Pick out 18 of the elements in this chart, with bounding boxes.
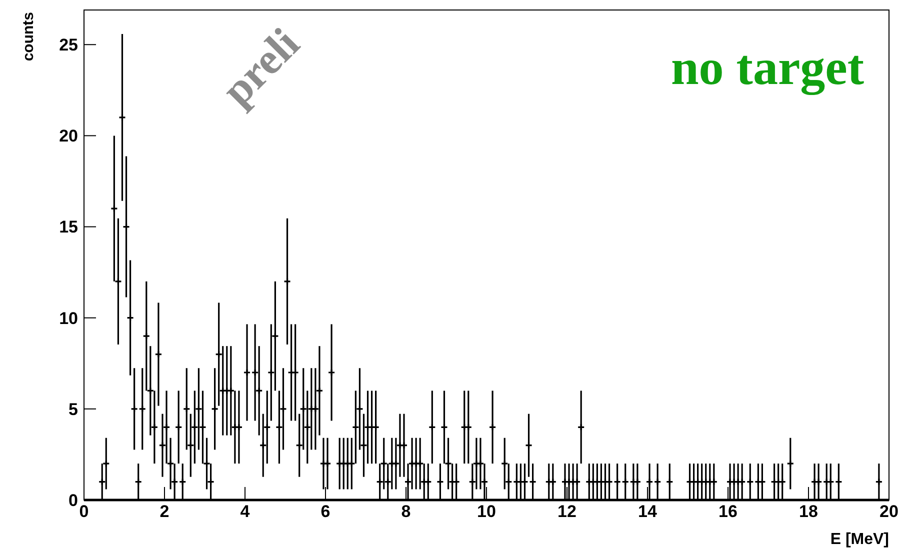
- y-tick-label: 20: [59, 126, 78, 146]
- x-tick-label: 2: [160, 502, 170, 521]
- y-tick-label: 25: [59, 36, 78, 55]
- y-tick-label: 15: [59, 218, 78, 237]
- x-tick-label: 6: [320, 502, 330, 521]
- y-tick-label: 5: [68, 400, 78, 419]
- x-tick-label: 18: [799, 502, 818, 521]
- x-tick-label: 8: [401, 502, 411, 521]
- x-tick-label: 10: [477, 502, 496, 521]
- x-tick-label: 12: [558, 502, 576, 521]
- x-tick-label: 14: [638, 502, 658, 521]
- x-axis-title: E [MeV]: [830, 531, 889, 548]
- y-tick-label: 10: [59, 308, 78, 328]
- x-tick-label: 20: [880, 502, 898, 521]
- annotation: no target: [671, 39, 864, 96]
- x-tick-label: 4: [240, 502, 250, 521]
- x-tick-label: 16: [718, 502, 738, 521]
- y-axis-title: counts: [20, 12, 37, 62]
